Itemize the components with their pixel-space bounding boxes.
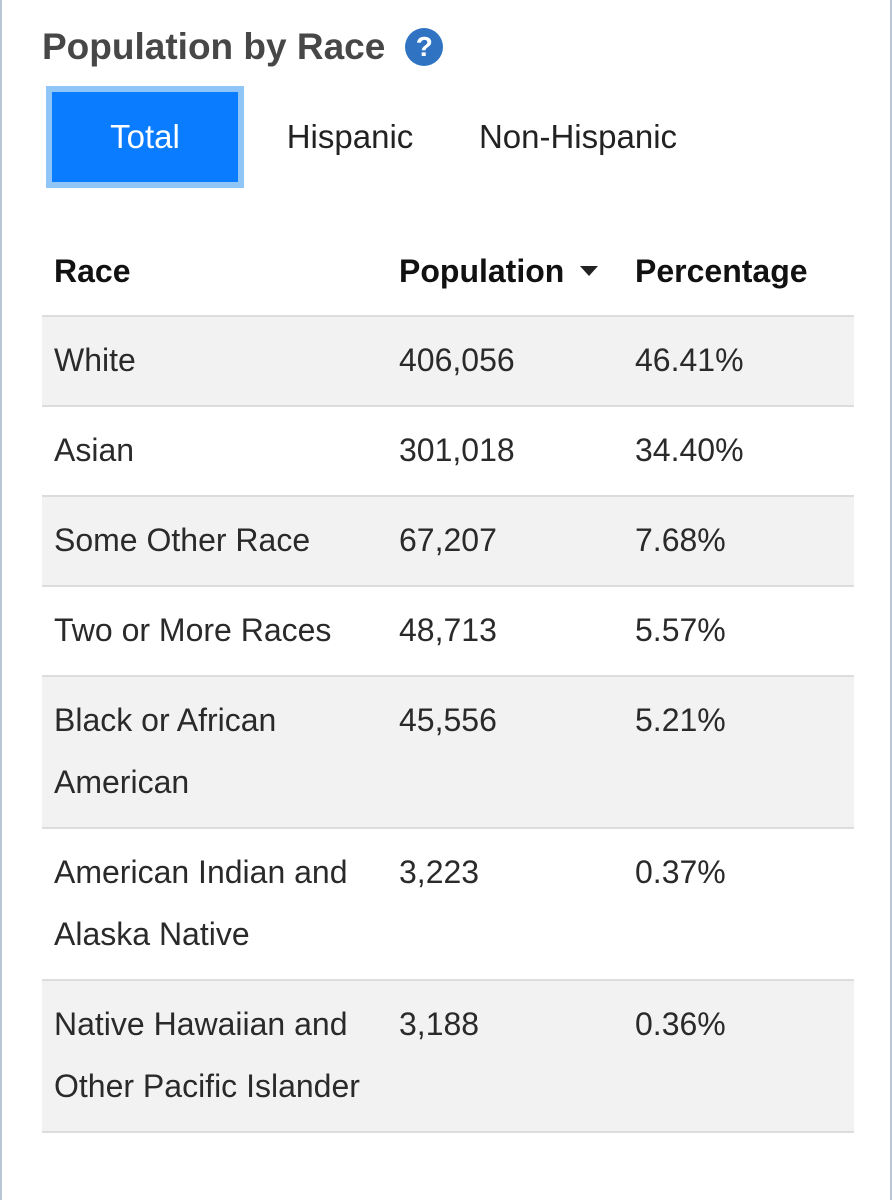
- table-row: Asian 301,018 34.40%: [42, 406, 854, 497]
- percentage-cell: 5.21%: [623, 676, 854, 829]
- header-population[interactable]: Population: [387, 228, 623, 317]
- table-row: Black or African American 45,556 5.21%: [42, 676, 854, 829]
- population-cell: 406,056: [387, 316, 623, 407]
- race-cell: Native Hawaiian and Other Pacific Island…: [42, 980, 387, 1133]
- table-row: Two or More Races 48,713 5.57%: [42, 586, 854, 677]
- table-row: Some Other Race 67,207 7.68%: [42, 496, 854, 587]
- table-header-row: Race Population Percentage: [42, 228, 854, 317]
- percentage-cell: 7.68%: [623, 496, 854, 587]
- race-cell: Two or More Races: [42, 586, 387, 677]
- widget-title: Population by Race: [42, 26, 386, 67]
- table-row: American Indian and Alaska Native 3,223 …: [42, 828, 854, 981]
- tab-hispanic[interactable]: Hispanic: [286, 118, 414, 155]
- header-race[interactable]: Race: [42, 228, 387, 317]
- population-cell: 3,223: [387, 828, 623, 981]
- percentage-cell: 0.37%: [623, 828, 854, 981]
- header-population-label: Population: [399, 253, 565, 289]
- population-cell: 3,188: [387, 980, 623, 1133]
- help-icon[interactable]: ?: [405, 28, 444, 66]
- table-row: Native Hawaiian and Other Pacific Island…: [42, 980, 854, 1133]
- sort-descending-icon: [580, 265, 599, 276]
- race-cell: American Indian and Alaska Native: [42, 828, 387, 981]
- race-cell: Some Other Race: [42, 496, 387, 587]
- race-cell: Asian: [42, 406, 387, 497]
- tab-bar: Total Hispanic Non-Hispanic: [46, 86, 700, 188]
- percentage-cell: 34.40%: [623, 406, 854, 497]
- population-cell: 45,556: [387, 676, 623, 829]
- population-cell: 67,207: [387, 496, 623, 587]
- population-cell: 48,713: [387, 586, 623, 677]
- header-percentage[interactable]: Percentage: [623, 228, 854, 317]
- race-cell: White: [42, 316, 387, 407]
- percentage-cell: 0.36%: [623, 980, 854, 1133]
- title-row: Population by Race ?: [42, 20, 444, 74]
- percentage-cell: 46.41%: [623, 316, 854, 407]
- race-cell: Black or African American: [42, 676, 387, 829]
- race-table: Race Population Percentage White 406,056…: [42, 228, 854, 1133]
- percentage-cell: 5.57%: [623, 586, 854, 677]
- table-row: White 406,056 46.41%: [42, 316, 854, 407]
- header-percentage-label: Percentage: [635, 253, 808, 289]
- header-race-label: Race: [54, 253, 131, 289]
- tab-total[interactable]: Total: [46, 86, 244, 188]
- population-cell: 301,018: [387, 406, 623, 497]
- tab-non-hispanic[interactable]: Non-Hispanic: [478, 118, 678, 155]
